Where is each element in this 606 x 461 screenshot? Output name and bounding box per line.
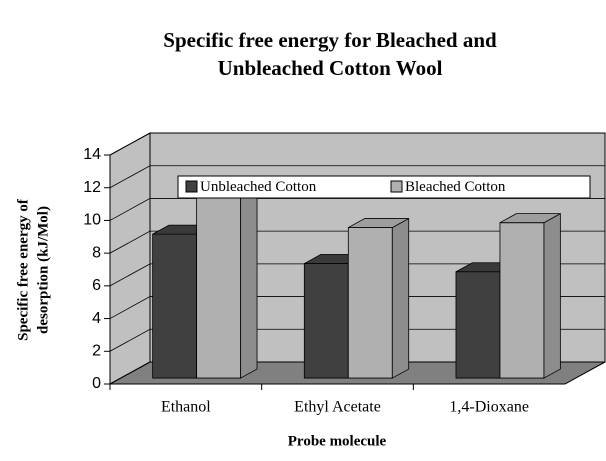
bar-side: [240, 176, 258, 379]
y-tick-label: 8: [92, 244, 101, 261]
grid-line: [109, 263, 605, 287]
y-axis-label: desorption (kJ/Mol): [35, 206, 51, 334]
y-label-group: Specific free energy of desorption (kJ/M…: [15, 198, 51, 341]
bar-front: [455, 271, 501, 379]
y-tick-label: 6: [92, 277, 101, 294]
x-tick-label: 1,4-Dioxane: [449, 399, 529, 416]
y-tick-label: 14: [83, 146, 101, 163]
y-tick-label: 10: [83, 212, 101, 229]
grid-line: [109, 296, 605, 319]
side-wall: [109, 132, 151, 385]
grid-line: [109, 165, 605, 189]
y-axis-label: Specific free energy of: [15, 198, 31, 341]
x-axis-label: Probe molecule: [288, 433, 387, 449]
grid-line: [109, 361, 605, 385]
bar-front: [196, 186, 242, 379]
y-tick-label: 12: [83, 179, 101, 196]
bar-side: [543, 212, 561, 379]
y-tick-label: 2: [92, 343, 101, 360]
bar-side: [391, 217, 410, 379]
bar: [347, 217, 410, 379]
x-tick-label: Ethanol: [161, 399, 211, 416]
bar-front: [303, 263, 349, 379]
x-tick-label: Ethyl Acetate: [294, 399, 381, 416]
legend-label: Unbleached Cotton: [200, 179, 317, 195]
legend-swatch: [185, 180, 198, 193]
bar-front: [499, 222, 545, 379]
legend-swatch: [390, 180, 403, 193]
y-tick-label: 0: [92, 375, 101, 392]
grid-line: [109, 230, 605, 254]
bar-front: [152, 233, 198, 379]
bar-front: [347, 227, 393, 379]
chart-title: Specific free energy for Bleached and: [163, 28, 497, 52]
chart-subtitle: Unbleached Cotton Wool: [218, 56, 443, 80]
grid-line: [109, 132, 605, 156]
y-tick-label: 4: [92, 310, 101, 327]
bar: [196, 176, 258, 379]
legend-label: Bleached Cotton: [405, 179, 506, 195]
bar-top: [348, 218, 409, 228]
grid-line: [109, 328, 605, 352]
bar-top: [499, 213, 561, 224]
legend-box: [177, 175, 591, 199]
bar: [499, 212, 561, 379]
